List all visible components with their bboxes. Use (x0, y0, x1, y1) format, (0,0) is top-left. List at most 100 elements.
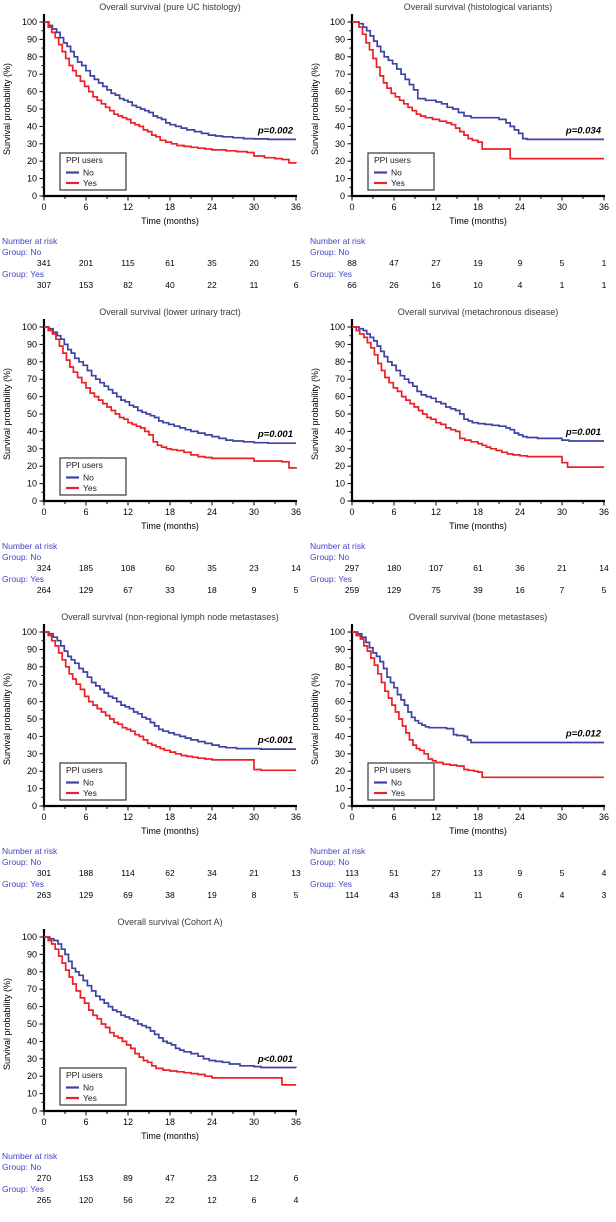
y-tick-label: 80 (335, 357, 345, 367)
y-tick-label: 0 (32, 801, 37, 811)
survival-curve-yes (44, 326, 297, 469)
risk-count: 22 (207, 280, 217, 290)
risk-count-row: 113 51 27 13 9 5 4 (308, 868, 616, 879)
risk-count: 40 (165, 280, 175, 290)
km-plot-canvas: Overall survival (Cohort A) Survival prob… (2, 917, 301, 1141)
y-tick-label: 0 (32, 191, 37, 201)
risk-count-row: 264 129 67 33 18 9 5 (0, 585, 308, 596)
risk-count: 185 (78, 563, 94, 573)
risk-group-label: Group: No (310, 857, 350, 867)
risk-count: 1 (601, 280, 607, 290)
risk-count: 82 (123, 280, 133, 290)
x-tick-label: 36 (599, 812, 609, 822)
x-tick-label: 0 (41, 1117, 46, 1127)
x-tick-label: 24 (515, 507, 525, 517)
risk-count-row: 259 129 75 39 16 7 5 (308, 585, 616, 596)
y-tick-label: 80 (27, 662, 37, 672)
y-tick-label: 30 (27, 139, 37, 149)
risk-count: 6 (293, 280, 299, 290)
y-tick-label: 100 (330, 322, 345, 332)
risk-count: 67 (123, 585, 133, 595)
y-tick-label: 0 (32, 496, 37, 506)
risk-count: 5 (293, 890, 299, 900)
km-plot-canvas: Overall survival (pure UC histology) Surv… (2, 2, 301, 226)
x-tick-label: 0 (349, 812, 354, 822)
x-tick-label: 6 (83, 1117, 88, 1127)
x-tick-label: 0 (349, 507, 354, 517)
risk-count: 27 (431, 258, 441, 268)
survival-curve-yes (44, 631, 296, 772)
risk-count: 6 (293, 1173, 299, 1183)
legend-label-no: No (391, 778, 402, 788)
risk-count: 297 (344, 563, 360, 573)
y-tick-label: 30 (27, 444, 37, 454)
y-tick-label: 30 (27, 749, 37, 759)
risk-count: 33 (165, 585, 175, 595)
x-tick-label: 6 (83, 507, 88, 517)
x-tick-label: 12 (431, 812, 441, 822)
legend-label-yes: Yes (83, 788, 97, 798)
x-tick-label: 12 (123, 812, 133, 822)
risk-count: 201 (78, 258, 94, 268)
y-tick-label: 70 (27, 69, 37, 79)
y-tick-label: 20 (335, 156, 345, 166)
risk-group-label: Group: Yes (2, 269, 45, 279)
risk-count: 56 (123, 1195, 133, 1205)
risk-count: 324 (36, 563, 52, 573)
y-tick-label: 10 (335, 479, 345, 489)
risk-count: 34 (207, 868, 217, 878)
x-tick-label: 24 (207, 202, 217, 212)
risk-count: 180 (386, 563, 402, 573)
y-tick-label: 70 (335, 374, 345, 384)
x-tick-label: 30 (249, 1117, 259, 1127)
y-tick-label: 40 (335, 426, 345, 436)
risk-count: 43 (389, 890, 399, 900)
risk-count-row: 341 201 115 61 35 20 15 (0, 258, 308, 269)
risk-count: 60 (165, 563, 175, 573)
y-tick-label: 20 (335, 766, 345, 776)
x-tick-label: 6 (391, 202, 396, 212)
risk-count-row: 270 153 89 47 23 12 6 (0, 1173, 308, 1184)
y-tick-label: 90 (27, 644, 37, 654)
legend-label-yes: Yes (391, 788, 405, 798)
y-tick-label: 30 (335, 139, 345, 149)
x-tick-label: 24 (515, 202, 525, 212)
risk-count: 23 (207, 1173, 217, 1183)
y-tick-label: 90 (335, 339, 345, 349)
x-tick-label: 18 (165, 1117, 175, 1127)
x-tick-label: 12 (431, 202, 441, 212)
risk-count: 51 (389, 868, 399, 878)
risk-count: 21 (557, 563, 567, 573)
number-at-risk-table: Number at risk Group: No 270 153 89 47 23 12 6 Gr… (0, 1151, 308, 1206)
y-tick-label: 70 (27, 679, 37, 689)
x-tick-label: 0 (41, 202, 46, 212)
x-tick-label: 12 (123, 507, 133, 517)
risk-count: 12 (207, 1195, 217, 1205)
risk-group-label: Group: No (2, 857, 42, 867)
legend-title: PPI users (374, 155, 411, 165)
risk-count: 22 (165, 1195, 175, 1205)
x-tick-label: 18 (473, 202, 483, 212)
km-panel: Overall survival (non-regional lymph nod… (0, 610, 308, 915)
risk-count: 19 (207, 890, 217, 900)
legend-title: PPI users (66, 765, 103, 775)
p-value-label: p=0.012 (565, 728, 602, 739)
x-tick-label: 30 (557, 507, 567, 517)
risk-count: 7 (559, 585, 565, 595)
y-tick-label: 60 (27, 697, 37, 707)
y-tick-label: 40 (335, 731, 345, 741)
risk-count: 89 (123, 1173, 133, 1183)
x-axis-label: Time (months) (141, 826, 199, 836)
risk-count: 75 (431, 585, 441, 595)
x-tick-label: 6 (391, 812, 396, 822)
risk-group-label: Group: No (2, 247, 42, 257)
legend-title: PPI users (374, 765, 411, 775)
survival-curve-no (44, 21, 296, 141)
risk-count: 15 (291, 258, 301, 268)
risk-count: 1 (601, 258, 607, 268)
y-tick-label: 30 (335, 444, 345, 454)
y-tick-label: 80 (335, 52, 345, 62)
x-tick-label: 24 (207, 812, 217, 822)
